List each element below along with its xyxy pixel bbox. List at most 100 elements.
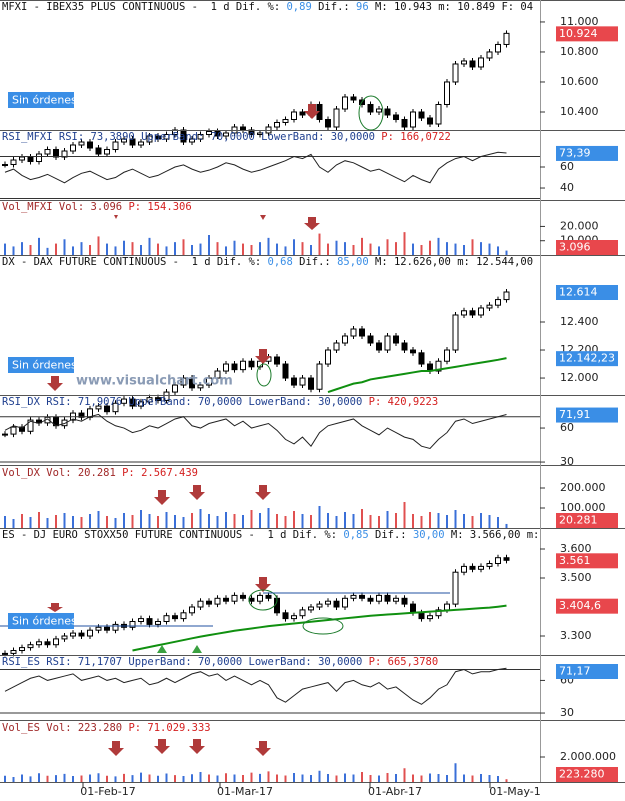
volume-bar	[335, 516, 338, 528]
candle	[461, 565, 467, 573]
volume-bar	[276, 243, 278, 255]
value-label: 3.561	[559, 554, 591, 567]
value-label-bg	[556, 285, 618, 301]
volume-bar	[395, 774, 397, 782]
volume-bar	[225, 512, 227, 528]
candle	[2, 433, 8, 436]
volume-bar	[242, 243, 244, 255]
watermark: www.visualchart.com	[76, 374, 233, 389]
candle	[197, 384, 204, 389]
volume-bar	[318, 506, 321, 528]
y-tick-label: 10.400	[560, 105, 599, 118]
arrow	[304, 217, 320, 230]
candle	[427, 117, 433, 125]
candle	[197, 600, 204, 608]
volume-bar	[199, 243, 202, 255]
header-part: M: 10.943 m: 10.849 F: 04	[369, 1, 533, 13]
header-part: 0,68	[268, 256, 293, 268]
header-part: 85,00	[337, 256, 369, 268]
volume-bar	[97, 511, 100, 528]
candle	[146, 135, 153, 143]
volume-bar	[29, 245, 32, 255]
volume-bar	[437, 774, 440, 782]
volume-bar	[437, 237, 440, 255]
volume-bar	[361, 772, 363, 782]
candle	[444, 81, 450, 105]
volume-bar	[480, 774, 482, 782]
candle	[87, 141, 93, 149]
volume-bar	[191, 513, 193, 528]
volume-bar	[505, 250, 508, 255]
candle	[206, 600, 212, 605]
volume-bar	[174, 775, 176, 782]
candle	[503, 32, 510, 45]
volume-bar	[89, 774, 91, 782]
candle	[240, 594, 246, 599]
volume-bar	[208, 235, 210, 255]
x-tick-label: 01-Abr-17	[368, 785, 422, 798]
candle	[469, 310, 476, 316]
candle	[257, 594, 263, 602]
candle	[87, 408, 93, 418]
candle	[325, 600, 331, 605]
candle	[19, 156, 25, 161]
plot	[2, 289, 510, 438]
value-label: 3.404,6	[559, 599, 601, 612]
volume-bar	[225, 246, 227, 255]
x-tick-label: 01-Mar-17	[217, 785, 273, 798]
candle	[478, 57, 484, 68]
panel-header: RSI_MFXI RSI: 73,3890 UpperBand: 70,0000…	[2, 131, 451, 143]
volume-bar	[131, 242, 134, 255]
volume-bar	[182, 517, 185, 528]
candle	[121, 138, 127, 143]
candle	[104, 626, 110, 631]
volume-bar	[216, 516, 219, 528]
arrow	[255, 349, 271, 364]
panel-header: MFXI - IBEX35 PLUS CONTINUOUS - 1 d Dif.…	[2, 1, 533, 13]
candle	[282, 118, 289, 123]
candle	[231, 594, 238, 602]
candle	[316, 603, 323, 608]
badge-text: Sin órdenes	[12, 615, 77, 628]
volume-bar	[97, 773, 100, 782]
candle	[282, 612, 289, 620]
header-part: 96	[356, 1, 369, 13]
volume-bar	[114, 518, 117, 528]
candle	[155, 397, 161, 401]
candle	[495, 299, 501, 306]
volume-bar	[386, 511, 389, 528]
volume-bar	[21, 514, 23, 528]
candle	[291, 615, 297, 620]
volume-bar	[454, 763, 457, 782]
value-label-bg	[556, 598, 618, 614]
header-part: ES - DJ EURO STOXX50 FUTURE CONTINUOUS -…	[2, 529, 343, 541]
candle	[342, 96, 348, 110]
candle	[435, 103, 442, 125]
plot	[2, 554, 510, 657]
header-part: Vol_DX Vol: 20.281	[2, 467, 122, 479]
volume-bar	[216, 242, 219, 255]
value-label: 3.096	[559, 241, 591, 254]
arrow	[154, 739, 170, 754]
x-tick-label: 01-Feb-17	[80, 785, 135, 798]
value-label-bg	[556, 351, 618, 367]
candle	[27, 419, 34, 432]
volume-bar	[505, 523, 508, 528]
candle	[10, 650, 17, 654]
volume-bar	[327, 774, 329, 782]
volume-bar	[352, 774, 355, 782]
value-label: 73,39	[559, 146, 591, 159]
volume-bar	[148, 237, 151, 255]
panel-header: Vol_DX Vol: 20.281 P: 2.567.439	[2, 467, 198, 479]
volume-bar	[233, 774, 236, 782]
header-part: P: 665,3780	[369, 656, 439, 668]
volume-bar	[267, 237, 270, 255]
volume-bar	[182, 239, 185, 255]
y-tick-label: 60	[560, 421, 574, 434]
candle	[78, 632, 85, 637]
candle	[180, 612, 187, 620]
candle	[350, 96, 357, 101]
